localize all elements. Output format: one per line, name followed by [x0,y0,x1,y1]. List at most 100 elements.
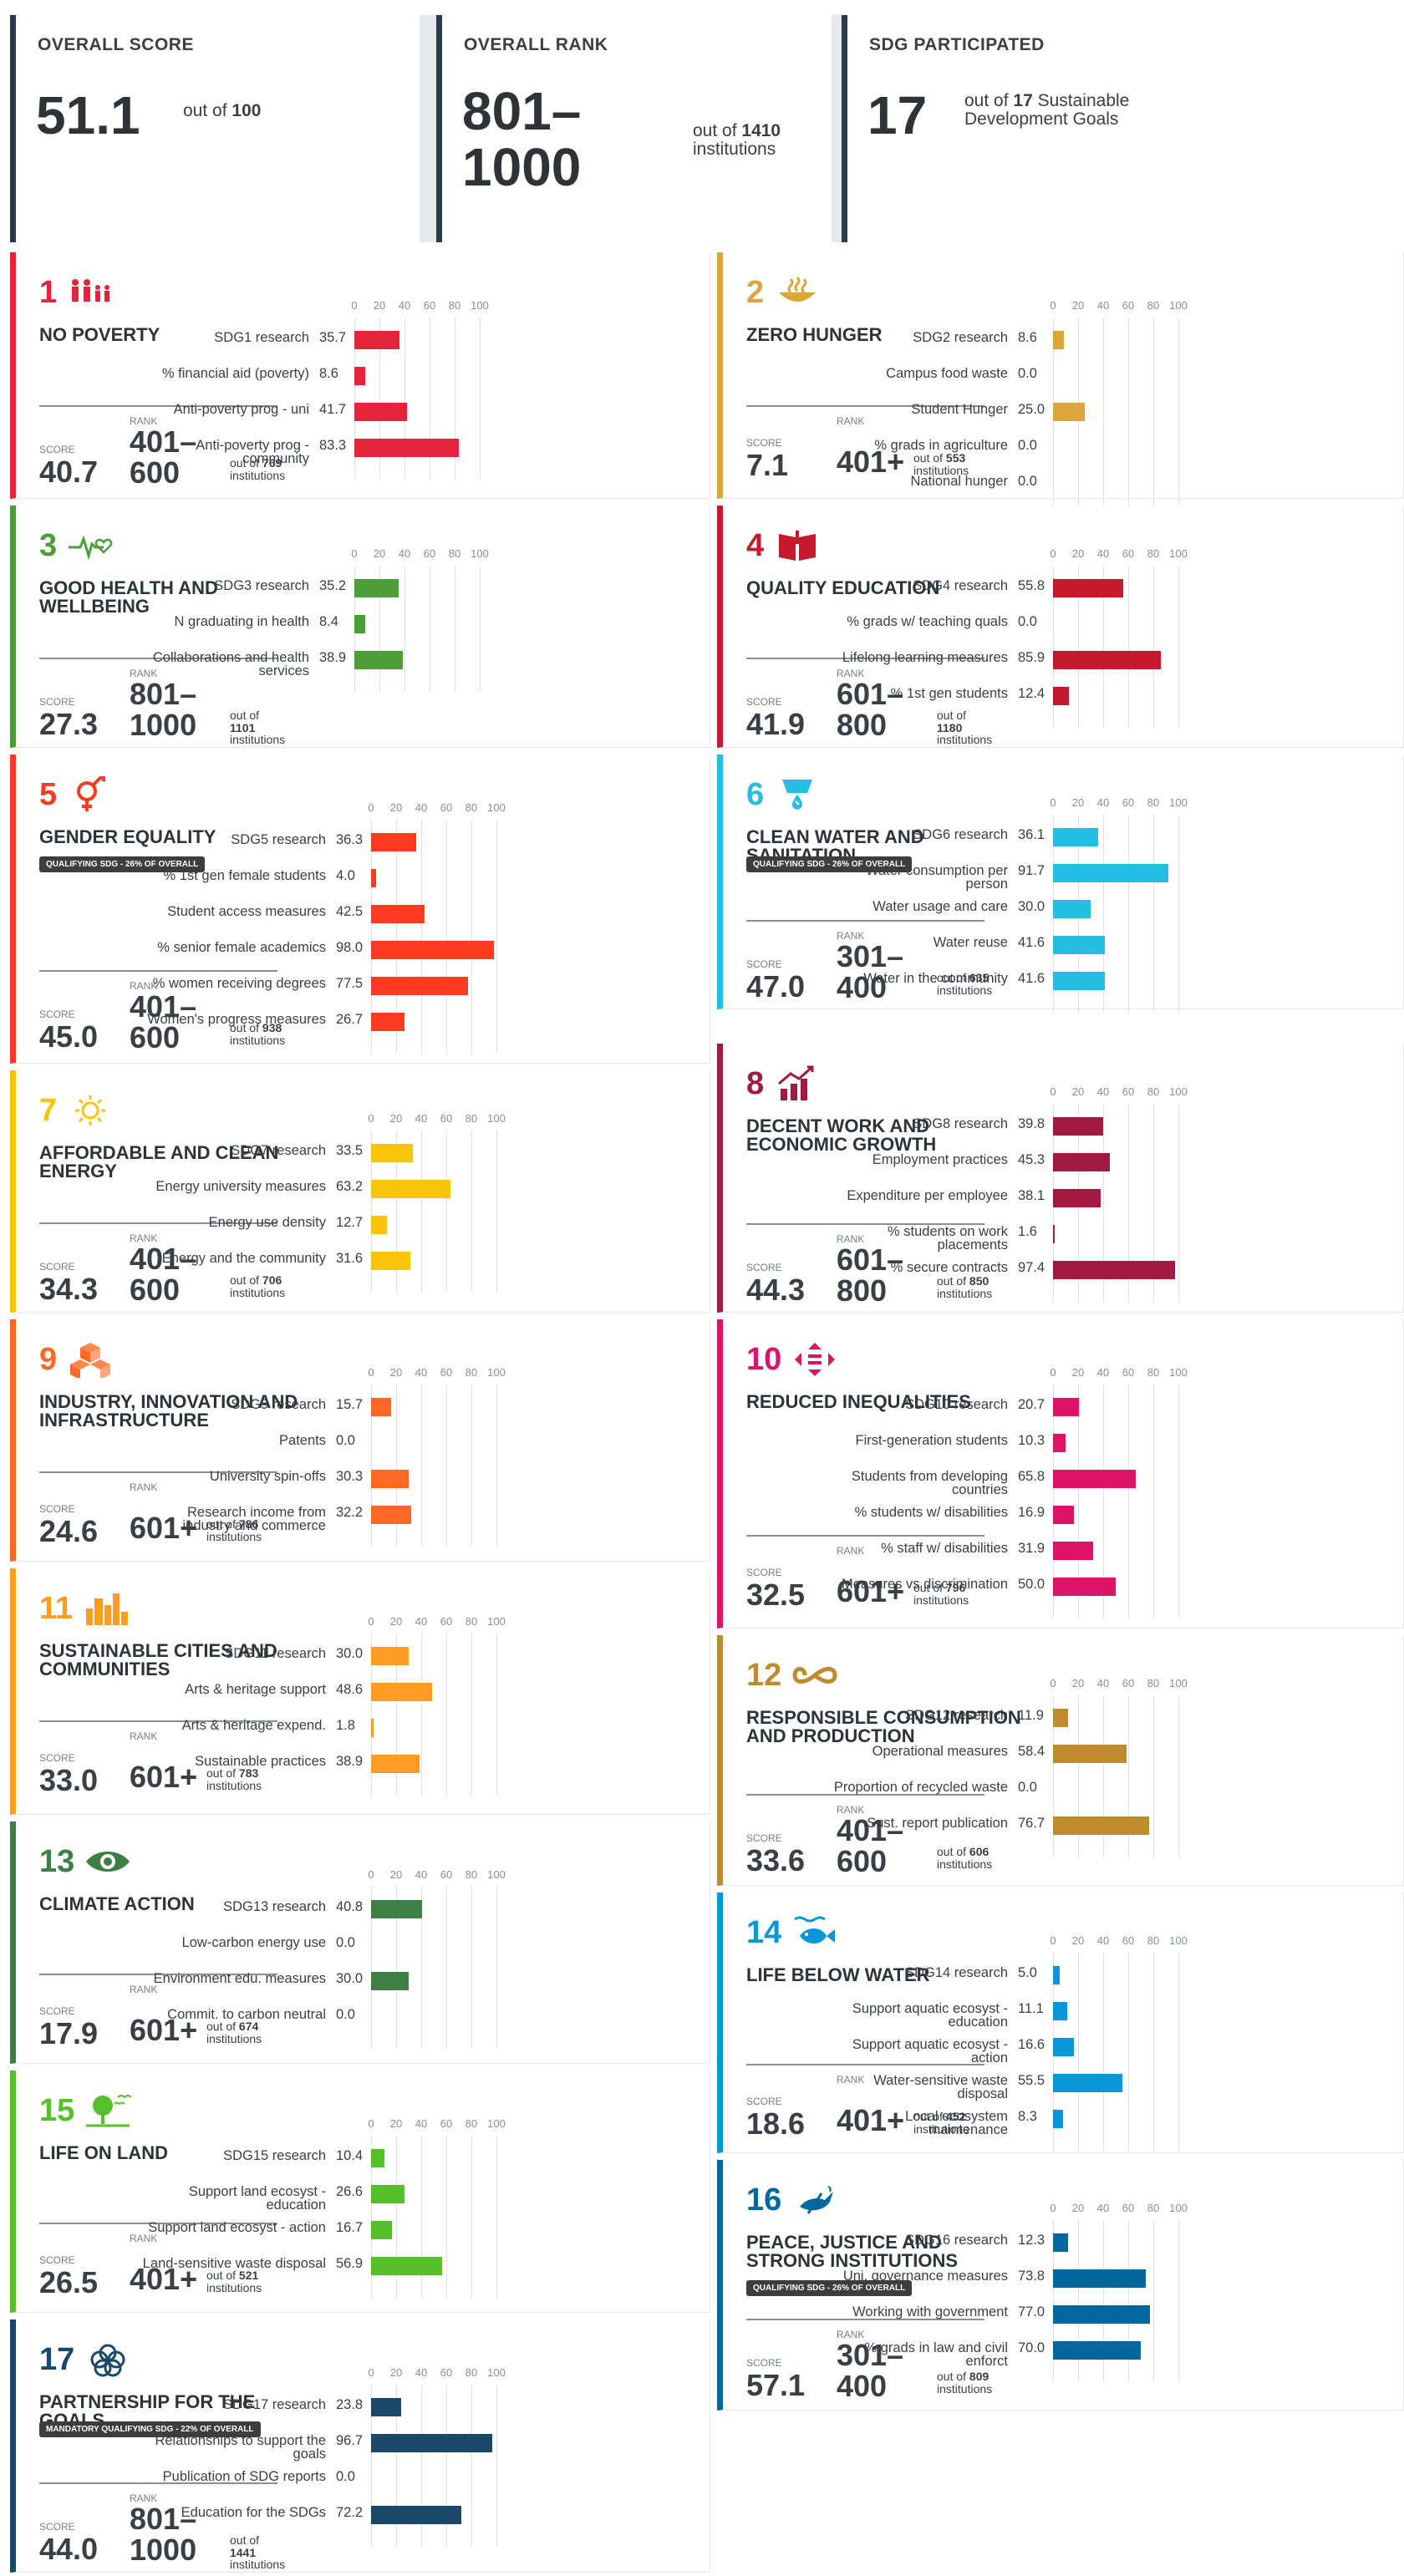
gridline [421,1385,422,1547]
axis-tick-label: 80 [465,1868,478,1881]
metric-row: % 1st gen students 12.4 [882,687,1178,705]
metric-row: Student access measures 42.5 [167,905,496,923]
rank-value: 401+ [837,2103,905,2137]
sdg-header: 9 [39,1341,114,1379]
sdg-header: 2 [746,274,821,311]
metric-row: Sust. report publication 76.7 [867,1816,1178,1835]
metric-bar [1053,1578,1116,1596]
metric-label: Environment edu. measures [153,1971,326,1986]
metric-bar [1053,403,1085,421]
metric-bar [1053,687,1069,705]
gridline [1178,815,1179,1013]
rank-label: RANK [837,1545,865,1557]
axis-tick-label: 0 [1050,1085,1056,1098]
metric-row: Anti-poverty prog - uni 41.7 [174,403,480,421]
metric-bar [371,1755,420,1773]
gridline [396,2136,397,2298]
rank-label: RANK [130,1730,158,1742]
score-label: SCORE [746,1567,782,1578]
axis-tick-label: 100 [1169,1085,1188,1098]
metric-row: Collaborations and health services 38.9 [153,651,480,678]
out-of-text: out of 1180 institutions [937,709,993,747]
metric-label: Support land ecosyst - action [148,2220,326,2235]
metric-value: 0.0 [1018,1780,1037,1795]
metric-row: Campus food waste 0.0 [882,367,1178,385]
out-of-text: out of 553 institutions [913,451,969,477]
metric-value: 77.5 [336,976,364,991]
sdg-card-15: 15 LIFE ON LAND RANK 401+ SCORE 26.5 out … [10,2070,710,2313]
qualifying-badge: QUALIFYING SDG - 26% OF OVERALL [746,856,913,872]
gridline [1178,1385,1179,1618]
axis-tick-label: 60 [1122,1085,1135,1098]
axis-tick-label: 0 [368,2117,374,2130]
score-label: SCORE [746,437,782,449]
metric-bar-chart: 0 20 40 60 80 100 SDG5 research 36.3 % 1st gen f… [147,801,513,1054]
gridline [404,318,405,480]
dove-icon [791,2182,838,2218]
metric-value: 85.9 [1018,650,1045,665]
metric-label: First-generation students [855,1433,1008,1448]
score-value: 34.3 [39,1272,99,1306]
gridline [1128,815,1129,1013]
metric-label: Water-sensitive waste disposal [873,2073,1008,2101]
metric-label: % grads w/ teaching quals [847,614,1008,629]
metric-row: Energy and the community 31.6 [162,1252,496,1270]
sdg-number: 7 [39,1093,58,1128]
metric-row: Land-sensitive waste disposal 56.9 [143,2257,496,2275]
metric-label: Publication of SDG reports [162,2469,326,2484]
rank-label: RANK [130,2233,158,2244]
book-icon [774,527,821,564]
metric-value: 55.5 [1018,2073,1045,2088]
metric-label: Energy and the community [161,1251,326,1266]
rank-value: 401+ [837,445,905,479]
sdg-header: 11 [39,1590,130,1627]
qualifying-badge: QUALIFYING SDG - 26% OF OVERALL [39,856,206,872]
metric-row: Support aquatic ecosyst - action 16.6 [852,2037,1178,2065]
metric-row: SDG4 research 55.8 [882,579,1178,597]
rank-label: RANK [130,668,158,679]
metric-bar-chart: 0 20 40 60 80 100 SDG16 research 12.3 Uni. gover… [843,2202,1195,2382]
axis-tick-label: 0 [368,1868,374,1881]
metric-row: Low-carbon energy use 0.0 [182,1936,496,1954]
metric-label: Water reuse [933,935,1008,950]
metric-bar [371,869,376,887]
metric-label: Arts & heritage expend. [181,1718,326,1733]
overall-score-value: 51.1 [36,85,140,145]
score-value: 44.3 [746,1273,806,1307]
metric-label: Sustainable practices [195,1754,326,1769]
metric-value: 16.6 [1018,2037,1045,2052]
score-label: SCORE [39,1261,75,1273]
score-value: 47.0 [746,969,806,1003]
metric-bar [371,1972,409,1990]
divider [39,1720,277,1722]
sun-icon [67,1092,114,1129]
axis-tick-label: 0 [1050,1934,1056,1947]
metric-label: % 1st gen female students [163,868,326,883]
gridline [471,1887,472,2049]
axis-tick-label: 80 [465,801,478,814]
axis-tick-label: 20 [1071,1085,1085,1098]
out-of-text: out of 706 institutions [230,1273,286,1299]
gridline [1128,1695,1129,1857]
metric-bar [1053,1225,1056,1243]
sdg-header: 8 [746,1065,821,1102]
score-value: 17.9 [39,2016,99,2050]
metric-value: 41.6 [1018,971,1045,986]
metric-bar [1053,2110,1064,2128]
infinity-icon [791,1657,838,1694]
axis-tick-label: 20 [1071,2202,1085,2214]
metric-row: % students on work placements 1.6 [882,1225,1178,1252]
metric-label: SDG11 research [224,1646,326,1661]
metric-row: Measures vs discrimination 50.0 [842,1578,1178,1596]
axis-tick-label: 100 [487,1112,506,1125]
metric-label: Land-sensitive waste disposal [142,2256,326,2271]
metric-row: Support land ecosyst - education 26.6 [189,2185,496,2212]
metric-bar [1053,2269,1146,2288]
gridline [396,2385,397,2547]
gridline [1178,1695,1179,1857]
metric-row: Local ecosystem maintenance 8.3 [882,2110,1178,2137]
metric-bar [371,1398,391,1416]
gridline [421,1887,422,2049]
metric-value: 26.7 [336,1012,364,1027]
axis-tick-label: 60 [440,1112,453,1125]
